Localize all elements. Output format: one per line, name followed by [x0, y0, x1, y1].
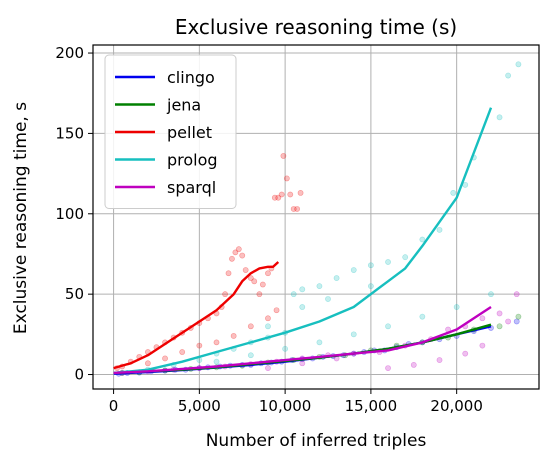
- prolog-point: [402, 254, 409, 261]
- prolog-point: [333, 275, 340, 281]
- prolog-point: [247, 352, 254, 359]
- sparql-point: [410, 361, 417, 368]
- prolog-point: [282, 345, 289, 352]
- sparql-point: [496, 310, 503, 317]
- sparql-point: [479, 342, 486, 349]
- pellet-legend-label: pellet: [167, 123, 212, 142]
- sparql-point: [479, 315, 486, 322]
- pellet-point: [247, 323, 254, 330]
- prolog-point: [265, 323, 271, 330]
- pellet-point: [239, 252, 246, 259]
- prolog-point: [316, 339, 323, 346]
- prolog-point: [453, 304, 460, 310]
- sparql-point: [385, 365, 391, 372]
- sparql-point: [299, 360, 306, 367]
- pellet-point: [230, 333, 237, 339]
- pellet-point: [271, 194, 278, 201]
- pellet-point: [229, 255, 235, 262]
- pellet-point: [283, 175, 290, 182]
- legend-box: [104, 54, 237, 209]
- clingo-legend-label: clingo: [167, 68, 215, 87]
- pellet-point: [265, 270, 271, 277]
- pellet-point: [287, 191, 294, 198]
- sparql-point: [462, 350, 469, 357]
- x-tick-label: 15,000: [345, 397, 398, 415]
- prolog-point: [299, 304, 306, 310]
- prolog-point: [385, 259, 391, 265]
- pellet-point: [242, 267, 249, 273]
- pellet-point: [213, 339, 220, 346]
- y-tick-label: 0: [74, 366, 84, 384]
- prolog-point: [488, 291, 494, 298]
- prolog-point: [450, 189, 457, 196]
- axis-ticks: 0 5,000 10,000 15,000 20,000 0 50 100 150 200: [55, 44, 483, 415]
- chart-title: Exclusive reasoning time (s): [175, 15, 457, 39]
- y-tick-label: 200: [55, 44, 84, 62]
- sparql-legend-label: sparql: [167, 178, 216, 197]
- pellet-point: [275, 194, 282, 201]
- sparql-point: [265, 365, 271, 372]
- prolog-point: [496, 114, 503, 121]
- prolog-point: [299, 286, 306, 293]
- y-tick-label: 100: [55, 205, 84, 223]
- pellet-point: [273, 307, 280, 314]
- pellet-point: [259, 281, 266, 288]
- prolog-point: [419, 236, 426, 243]
- y-tick-label: 50: [65, 285, 84, 303]
- x-tick-label: 20,000: [430, 397, 483, 415]
- pellet-point: [235, 246, 242, 253]
- prolog-point: [325, 296, 331, 302]
- jena-legend-label: jena: [166, 96, 201, 115]
- y-axis-label: Exclusive reasoning time, s: [11, 102, 31, 334]
- pellet-point: [251, 278, 258, 285]
- x-tick-label: 0: [109, 397, 119, 415]
- prolog-point: [367, 262, 374, 269]
- pellet-point: [144, 360, 151, 367]
- legend: clingo jena pellet prolog sparql: [104, 54, 237, 209]
- prolog-point: [350, 267, 357, 273]
- sparql-point: [513, 291, 520, 298]
- pellet-point: [297, 189, 304, 196]
- y-tick-label: 150: [55, 124, 84, 142]
- prolog-point: [367, 283, 374, 290]
- prolog-line: [113, 107, 493, 375]
- pellet-point: [265, 315, 271, 322]
- pellet-line: [113, 261, 280, 370]
- clingo-point: [513, 318, 520, 325]
- trend-lines: [113, 107, 493, 375]
- prolog-point: [385, 323, 391, 330]
- prolog-point: [505, 72, 512, 79]
- prolog-point: [419, 313, 426, 320]
- jena-point: [496, 323, 503, 330]
- x-tick-label: 5,000: [178, 397, 221, 415]
- pellet-point: [232, 249, 239, 256]
- prolog-point: [350, 331, 357, 338]
- plot-frame: [92, 44, 540, 390]
- pellet-point: [278, 191, 285, 198]
- pellet-point: [225, 270, 232, 277]
- pellet-point: [179, 349, 186, 355]
- jena-point: [515, 313, 522, 320]
- prolog-point: [515, 61, 522, 68]
- pellet-point: [162, 355, 168, 362]
- prolog-point: [290, 291, 297, 298]
- pellet-point: [290, 206, 297, 212]
- pellet-point: [294, 206, 301, 212]
- prolog-point: [316, 283, 323, 290]
- pellet-point: [256, 291, 263, 298]
- clingo-line: [113, 325, 492, 375]
- prolog-legend-label: prolog: [167, 151, 218, 170]
- x-tick-label: 10,000: [259, 397, 312, 415]
- sparql-point: [505, 318, 512, 325]
- pellet-point: [196, 342, 203, 349]
- pellet-point: [280, 153, 287, 159]
- sparql-line: [113, 305, 492, 375]
- sparql-point: [436, 357, 443, 363]
- x-axis-label: Number of inferred triples: [206, 431, 427, 451]
- pellet-point: [222, 291, 228, 298]
- pellet-point: [247, 275, 254, 281]
- prolog-point: [213, 358, 220, 365]
- prolog-point: [436, 226, 443, 233]
